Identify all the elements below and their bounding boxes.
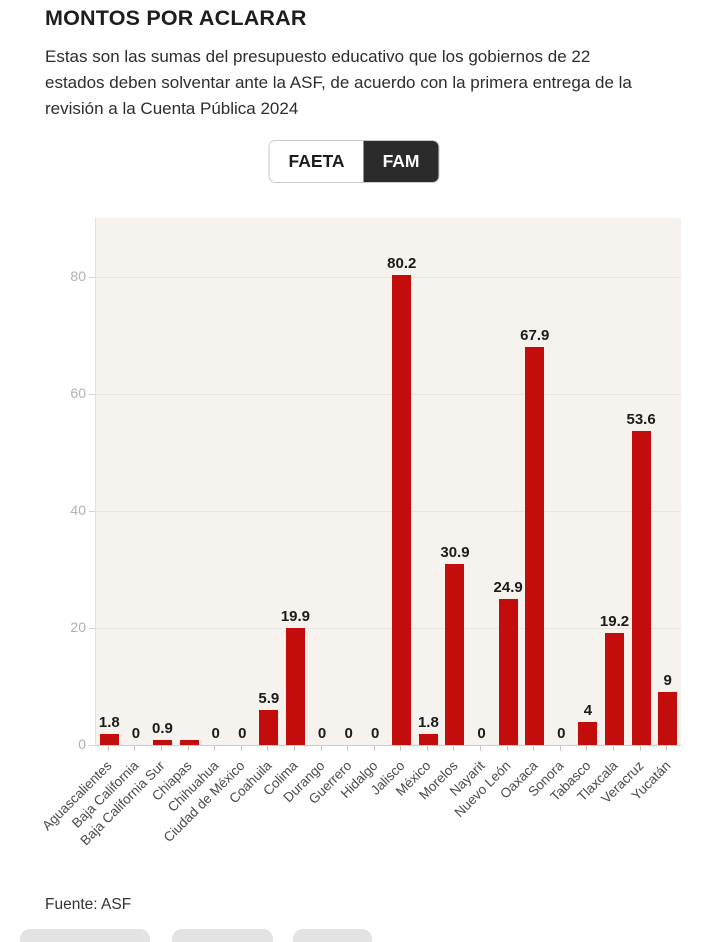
bar-value-label: 0 [477, 725, 486, 742]
plot-area: 1.8 0 0.9 0 0 5.9 19.9 0 0 0 80.2 1.8 30.9 0 24.9 67.9 0… [95, 218, 681, 746]
x-tick-mark [400, 746, 402, 751]
bar [285, 628, 305, 745]
x-tick-mark [134, 746, 136, 751]
tab-fam[interactable]: FAM [363, 141, 439, 182]
x-tick-mark [240, 746, 242, 751]
y-tick-label: 80 [70, 267, 86, 284]
y-tick-mark [89, 276, 95, 278]
x-tick-mark [373, 746, 375, 751]
bottom-pill-button[interactable] [20, 929, 150, 942]
x-tick-mark [639, 746, 641, 751]
bar [179, 740, 199, 745]
x-tick-mark [107, 746, 109, 751]
bar-value-label: 19.9 [280, 608, 311, 625]
bar [418, 734, 438, 745]
y-tick-label: 0 [78, 736, 86, 752]
y-tick-label: 20 [70, 618, 86, 635]
y-axis: 0 20 40 60 80 [38, 218, 95, 752]
x-tick-mark [320, 746, 322, 751]
bar [578, 722, 598, 745]
x-tick-mark [586, 746, 588, 751]
grid-line [96, 276, 681, 278]
x-tick-mark [426, 746, 428, 751]
bar-value-label: 1.8 [98, 714, 120, 731]
bottom-pill-button[interactable] [293, 929, 372, 942]
x-tick-mark [187, 746, 189, 751]
subtitle-line: estados deben solventar ante la ASF, de … [45, 73, 632, 92]
chart-subtitle: Estas son las sumas del presupuesto educ… [45, 44, 693, 122]
bar [392, 275, 412, 745]
x-tick-mark [559, 746, 561, 751]
bar-value-label: 9 [663, 672, 672, 689]
bottom-pill-button[interactable] [172, 929, 273, 942]
bar-value-label: 53.6 [626, 411, 656, 428]
x-tick-mark [267, 746, 269, 751]
x-tick-mark [214, 746, 216, 751]
grid-line [96, 393, 681, 395]
source-note: Fuente: ASF [45, 896, 132, 913]
bar-value-label: 0 [238, 725, 247, 742]
bar-value-label: 5.9 [258, 690, 280, 707]
subtitle-line: revisión a la Cuenta Pública 2024 [45, 99, 299, 118]
bar [605, 633, 625, 745]
y-tick-mark [89, 393, 95, 395]
x-tick-mark [453, 746, 455, 751]
y-tick-mark [89, 745, 95, 746]
bar-value-label: 0 [557, 725, 566, 742]
grid-line [96, 510, 681, 512]
bar-value-label: 1.8 [417, 714, 439, 731]
x-tick-mark [347, 746, 349, 751]
bar-value-label: 4 [583, 702, 593, 719]
bar-value-label: 24.9 [493, 579, 523, 596]
bar-value-label: 19.2 [599, 613, 630, 630]
bar-value-label: 0 [371, 725, 380, 742]
bar [658, 692, 678, 745]
subtitle-line: Estas son las sumas del presupuesto educ… [45, 47, 591, 66]
y-tick-label: 60 [70, 384, 86, 401]
bar-value-label: 0.9 [152, 720, 173, 737]
bar [259, 710, 279, 745]
bar [525, 347, 545, 745]
y-tick-label: 40 [70, 501, 86, 518]
y-tick-mark [89, 627, 95, 629]
bar-value-label: 0 [344, 725, 353, 742]
bar-value-label: 67.9 [520, 327, 550, 344]
bar [99, 734, 119, 745]
x-tick-mark [666, 746, 668, 751]
page-title: MONTOS POR ACLARAR [45, 6, 307, 30]
bar [631, 431, 651, 745]
x-tick-mark [613, 746, 615, 751]
bar-value-label: 0 [317, 725, 327, 742]
x-tick-mark [533, 746, 535, 751]
x-tick-mark [160, 746, 162, 751]
bar-value-label: 0 [131, 725, 141, 742]
grid-line [96, 627, 681, 629]
x-tick-mark [506, 746, 508, 751]
bar [152, 740, 172, 745]
x-tick-mark [293, 746, 295, 751]
y-tick-mark [89, 510, 95, 512]
bar-value-label: 30.9 [440, 544, 470, 561]
bar-value-label: 0 [211, 725, 220, 742]
tab-faeta[interactable]: FAETA [269, 141, 364, 182]
fund-tab-group: FAETA FAM [268, 140, 440, 183]
bar-value-label: 80.2 [387, 255, 417, 272]
x-axis: Aguascalientes Baja California Baja Califo… [40, 745, 680, 895]
bar [445, 564, 465, 745]
x-tick-mark [480, 746, 482, 751]
bar [498, 599, 518, 745]
